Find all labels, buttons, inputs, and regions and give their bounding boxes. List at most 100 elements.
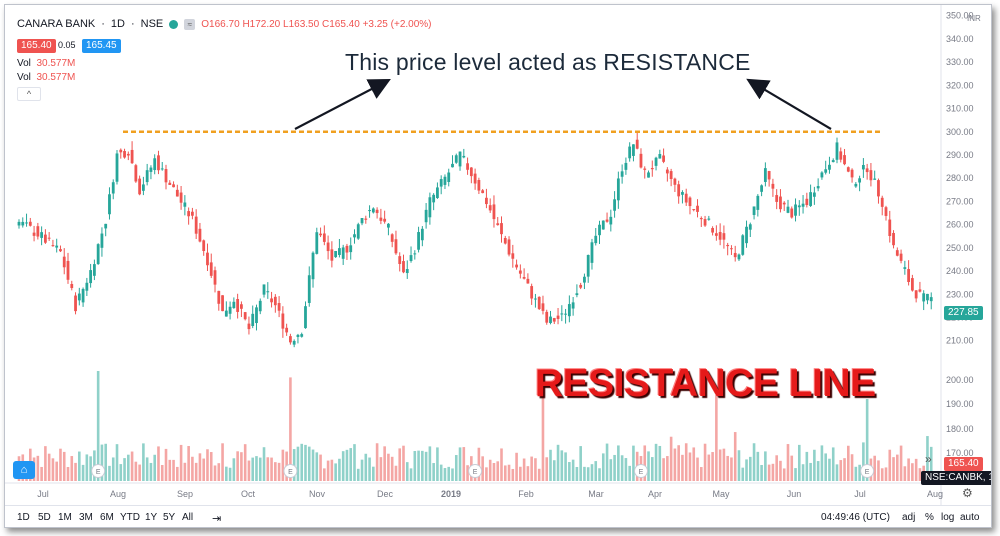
- volume-bar: [647, 451, 650, 481]
- timeframe-6m[interactable]: 6M: [100, 512, 114, 523]
- candle-body: [556, 315, 560, 319]
- volume-bar: [217, 463, 221, 481]
- volume-bar: [564, 452, 567, 481]
- candle-body: [812, 192, 816, 197]
- volume-bar: [745, 459, 748, 481]
- candle-body: [790, 208, 794, 218]
- candle-body: [530, 286, 534, 299]
- timeframe-1m[interactable]: 1M: [58, 512, 72, 523]
- candle-body: [756, 195, 760, 210]
- candle-body: [594, 235, 598, 244]
- adj-toggle[interactable]: adj: [902, 512, 916, 523]
- candle-body: [692, 209, 696, 211]
- volume-bar: [390, 456, 394, 481]
- clock-time[interactable]: 04:49:46 (UTC): [821, 512, 890, 523]
- candle-body: [779, 196, 782, 210]
- log-toggle[interactable]: log: [941, 512, 955, 523]
- timeframe-5d[interactable]: 5D: [38, 512, 51, 523]
- candle-body: [794, 204, 797, 216]
- candle-body: [609, 216, 613, 225]
- candle-body: [375, 209, 379, 214]
- volume-bar: [353, 444, 356, 481]
- volume-bar: [81, 464, 85, 481]
- timeframe-5y[interactable]: 5Y: [163, 512, 176, 523]
- sell-price[interactable]: 165.40: [17, 39, 56, 53]
- currency-label: INR: [967, 14, 981, 23]
- candle-body: [322, 233, 326, 242]
- candle-body: [379, 217, 383, 221]
- candle-body: [601, 220, 605, 230]
- candle-body: [439, 179, 443, 187]
- candle-body: [620, 171, 624, 177]
- volume-bar: [911, 463, 914, 481]
- candle-body: [187, 211, 191, 217]
- volume-bar: [903, 466, 907, 481]
- candle-body: [835, 142, 839, 160]
- volume-bar: [722, 448, 726, 481]
- candle-body: [168, 182, 172, 185]
- bottom-toolbar: 1D 5D 1M 3M 6M YTD 1Y 5Y All ⇥ 04:49:46 …: [5, 505, 991, 527]
- volume-bar: [47, 453, 51, 481]
- candle-body: [134, 165, 138, 182]
- settings-icon[interactable]: ⚙: [962, 486, 973, 500]
- earnings-marker-label: E: [288, 469, 293, 476]
- symbol-name[interactable]: CANARA BANK: [17, 18, 96, 30]
- candle-body: [549, 316, 552, 324]
- timeframe-3m[interactable]: 3M: [79, 512, 93, 523]
- candle-body: [104, 223, 108, 229]
- date-range-icon[interactable]: ⇥: [212, 513, 222, 525]
- scroll-right-icon[interactable]: »: [925, 452, 932, 466]
- tradingview-logo[interactable]: ⌂: [13, 461, 35, 479]
- candle-body: [632, 144, 635, 156]
- chevron-up-icon[interactable]: ^: [17, 87, 41, 101]
- volume-bar: [677, 445, 680, 481]
- buy-price[interactable]: 165.45: [82, 39, 121, 53]
- vol-row-1: Vol 30.577M: [17, 58, 76, 69]
- volume-bar: [123, 458, 126, 481]
- candle-body: [51, 245, 55, 247]
- candle-body: [145, 170, 149, 183]
- y-tick-label: 200.00: [946, 375, 974, 385]
- candle-body: [892, 232, 895, 246]
- candle-body: [854, 183, 858, 187]
- volume-bar: [213, 465, 217, 481]
- candle-body: [552, 318, 556, 322]
- candle-body: [247, 323, 251, 330]
- volume-bar: [277, 462, 281, 481]
- percent-toggle[interactable]: %: [925, 512, 934, 523]
- timeframe-all[interactable]: All: [182, 512, 194, 523]
- timeframe-1d[interactable]: 1D: [17, 512, 30, 523]
- candle-body: [488, 205, 492, 211]
- candle-body: [236, 299, 240, 312]
- candle-body: [730, 248, 733, 250]
- volume-bar: [307, 446, 311, 481]
- candle-body: [684, 193, 688, 203]
- volume-bar: [179, 444, 183, 481]
- x-tick-label: 2019: [441, 489, 461, 499]
- candle-body: [349, 245, 353, 253]
- candle-body: [877, 180, 880, 197]
- candle-body: [831, 160, 835, 163]
- candle-body: [141, 184, 145, 191]
- auto-toggle[interactable]: auto: [960, 512, 980, 523]
- volume-bar: [296, 446, 300, 481]
- volume-bar: [281, 449, 285, 481]
- volume-bar: [779, 460, 782, 481]
- candle-body: [861, 164, 865, 170]
- candle-body: [665, 169, 669, 174]
- candle-body: [741, 235, 745, 255]
- timeframe-ytd[interactable]: YTD: [120, 512, 140, 523]
- candle-body: [469, 167, 473, 177]
- candle-body: [899, 253, 903, 261]
- candle-body: [466, 163, 469, 170]
- volume-bar: [786, 444, 790, 481]
- timeframe-1y[interactable]: 1Y: [145, 512, 158, 523]
- volume-bar: [549, 449, 552, 481]
- candle-body: [586, 254, 590, 277]
- price-chart[interactable]: 210.00220.00230.00240.00250.00260.00270.…: [5, 5, 991, 505]
- volume-bar: [232, 458, 236, 481]
- candle-body: [534, 298, 537, 300]
- volume-bar: [556, 444, 560, 481]
- compare-icon[interactable]: ≈: [184, 18, 196, 30]
- candle-body: [307, 275, 311, 303]
